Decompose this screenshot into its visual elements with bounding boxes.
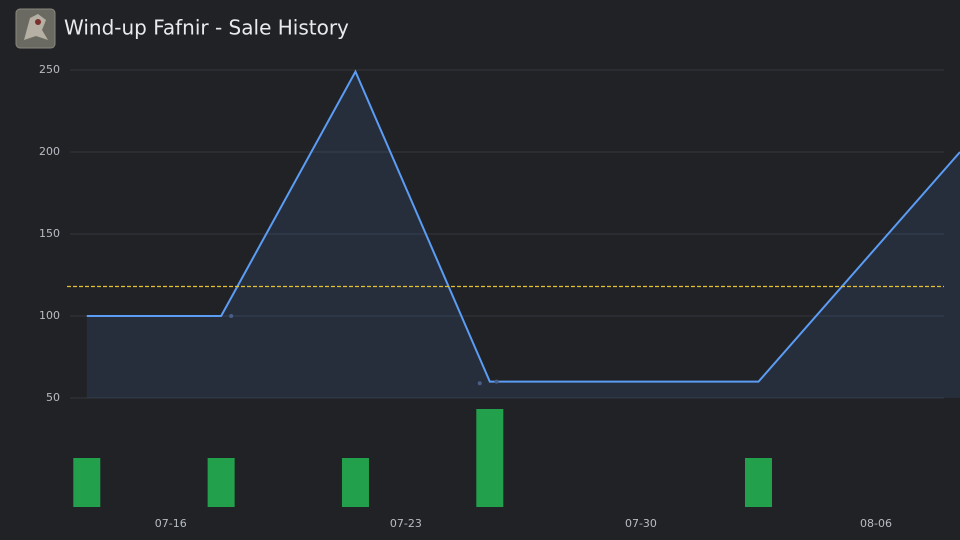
price-line xyxy=(86,69,960,383)
x-tick-label: 07-16 xyxy=(155,517,187,530)
volume-bar xyxy=(207,458,235,507)
x-tick-label: 07-23 xyxy=(390,517,422,530)
y-tick-label: 200 xyxy=(39,145,60,158)
sale-point xyxy=(494,379,499,384)
volume-bar xyxy=(73,458,101,507)
y-tick-label: 150 xyxy=(39,227,60,240)
sale-point xyxy=(477,381,482,386)
area xyxy=(86,71,960,398)
volume-bar xyxy=(744,458,772,507)
y-tick-label: 100 xyxy=(39,309,60,322)
x-tick-label: 08-06 xyxy=(860,517,892,530)
page-title: Wind-up Fafnir - Sale History xyxy=(64,16,349,40)
x-tick-label: 07-30 xyxy=(625,517,657,530)
y-tick-label: 50 xyxy=(46,391,60,404)
item-icon xyxy=(15,8,56,49)
volume-bar xyxy=(476,409,504,507)
y-tick-label: 250 xyxy=(39,63,60,76)
volume-bar xyxy=(341,458,369,507)
sale-point xyxy=(229,314,234,318)
